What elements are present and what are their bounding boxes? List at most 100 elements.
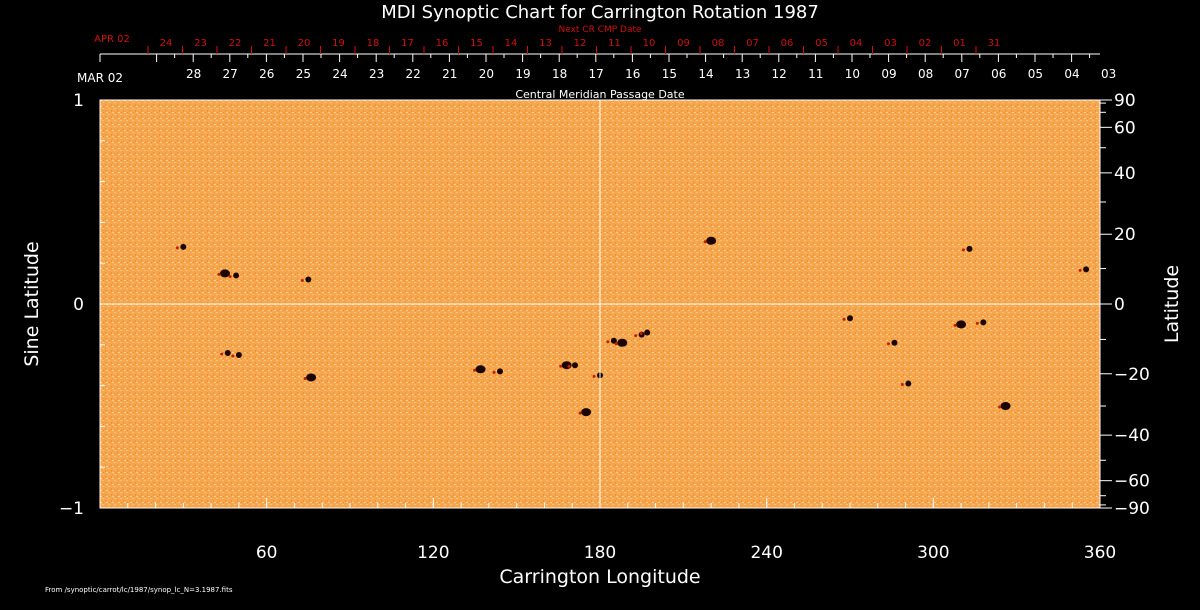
sunspot xyxy=(233,272,240,279)
y-tick-label-right: 20 xyxy=(1114,225,1136,245)
top-axis-date: 03 xyxy=(1101,67,1116,81)
sunspot-plage xyxy=(492,370,496,374)
sunspot xyxy=(980,319,987,326)
sunspot-plage xyxy=(473,368,477,372)
sunspot-plage xyxy=(228,274,232,278)
sunspot-plage xyxy=(578,411,582,415)
next-axis-date: 20 xyxy=(298,38,311,49)
next-axis-start-label: APR 02 xyxy=(94,34,130,45)
top-axis-date: 28 xyxy=(186,67,201,81)
next-axis-date: 21 xyxy=(263,38,276,49)
sunspot xyxy=(180,243,187,250)
next-axis-date: 15 xyxy=(470,38,483,49)
top-axis-date: 04 xyxy=(1064,67,1079,81)
sunspot xyxy=(475,365,486,374)
y-tick-label-right: 40 xyxy=(1114,164,1136,184)
next-axis-date: 18 xyxy=(367,38,380,49)
sunspot-plage xyxy=(606,340,610,344)
top-axis-date: 22 xyxy=(406,67,421,81)
next-axis-date: 23 xyxy=(194,38,207,49)
next-axis-date: 05 xyxy=(815,38,828,49)
top-axis-date: 12 xyxy=(772,67,787,81)
next-axis-date: 07 xyxy=(746,38,759,49)
next-axis-date: 09 xyxy=(677,38,690,49)
top-axis-date: 08 xyxy=(918,67,933,81)
sunspot-plage xyxy=(639,332,643,336)
y-tick-label-right: 90 xyxy=(1114,91,1136,111)
sunspot xyxy=(956,320,967,329)
y-tick-label-right: −20 xyxy=(1114,365,1150,385)
next-axis-date: 11 xyxy=(608,38,621,49)
top-axis-date: 15 xyxy=(662,67,677,81)
top-axis-date: 05 xyxy=(1028,67,1043,81)
sunspot xyxy=(1000,402,1011,410)
top-axis-date: 25 xyxy=(296,67,311,81)
top-axis-date: 16 xyxy=(625,67,640,81)
sunspot-plage xyxy=(634,334,638,338)
y-axis-label-right: Latitude xyxy=(1161,265,1183,343)
sunspot xyxy=(561,361,572,370)
next-axis-date: 19 xyxy=(332,38,345,49)
next-axis-date: 31 xyxy=(988,38,1001,49)
next-axis-date: 01 xyxy=(953,38,966,49)
top-axis-date: 20 xyxy=(479,67,494,81)
next-axis-date: 17 xyxy=(401,38,414,49)
next-axis-date: 06 xyxy=(781,38,794,49)
y-tick-label-right: 60 xyxy=(1114,118,1136,138)
sunspot xyxy=(1083,266,1090,273)
sunspot xyxy=(497,368,503,375)
top-axis-date: 24 xyxy=(332,67,347,81)
top-axis-date: 10 xyxy=(845,67,860,81)
sunspot-plage xyxy=(703,240,707,244)
sunspot xyxy=(224,349,231,356)
next-axis-date: 22 xyxy=(229,38,242,49)
y-tick-label-left: 0 xyxy=(73,295,84,315)
top-axis-date: 13 xyxy=(735,67,750,81)
sunspot-plage xyxy=(953,323,957,327)
y-tick-label-left: −1 xyxy=(59,499,84,519)
y-tick-label-right: −60 xyxy=(1114,472,1150,492)
next-axis-date: 14 xyxy=(505,38,518,49)
sunspot-plage xyxy=(303,376,307,380)
sunspot-plage xyxy=(614,342,618,346)
next-axis-date: 10 xyxy=(643,38,656,49)
sunspot-plage xyxy=(217,272,221,276)
sunspot xyxy=(644,329,651,336)
top-axis-date: 26 xyxy=(259,67,274,81)
top-axis-date: 11 xyxy=(808,67,823,81)
next-axis-date: 08 xyxy=(712,38,725,49)
top-axis-date: 17 xyxy=(589,67,604,81)
sunspot-plage xyxy=(231,354,235,358)
y-axis-label-left: Sine Latitude xyxy=(21,241,43,366)
sunspot-plage xyxy=(175,246,179,250)
next-axis-date: 16 xyxy=(436,38,449,49)
sunspot xyxy=(306,373,317,382)
top-axis-date: 06 xyxy=(991,67,1006,81)
y-tick-label-right: −90 xyxy=(1114,499,1150,519)
x-tick-label: 120 xyxy=(417,543,449,563)
y-tick-label-right: −40 xyxy=(1114,426,1150,446)
y-tick-label-right: 0 xyxy=(1114,295,1125,315)
top-axis-start-label: MAR 02 xyxy=(77,71,123,85)
sunspot-plage xyxy=(975,321,979,325)
next-axis-date: 02 xyxy=(919,38,932,49)
x-tick-label: 180 xyxy=(584,543,616,563)
top-axis-date: 18 xyxy=(552,67,567,81)
sunspot-plage xyxy=(998,405,1002,409)
next-axis-date: 24 xyxy=(160,38,173,49)
sunspot xyxy=(305,276,312,283)
sunspot xyxy=(617,338,628,347)
top-axis-label: Central Meridian Passage Date xyxy=(515,88,684,101)
sunspot xyxy=(581,408,592,417)
sunspot xyxy=(847,315,853,322)
sunspot-plage xyxy=(900,383,904,387)
top-axis-date: 21 xyxy=(442,67,457,81)
next-axis-date: 12 xyxy=(574,38,587,49)
sunspot-plage xyxy=(567,364,571,368)
sunspot xyxy=(572,362,578,369)
sunspot-plage xyxy=(961,248,965,252)
x-tick-label: 60 xyxy=(256,543,278,563)
sunspot-plage xyxy=(842,317,846,321)
x-tick-label: 300 xyxy=(917,543,949,563)
